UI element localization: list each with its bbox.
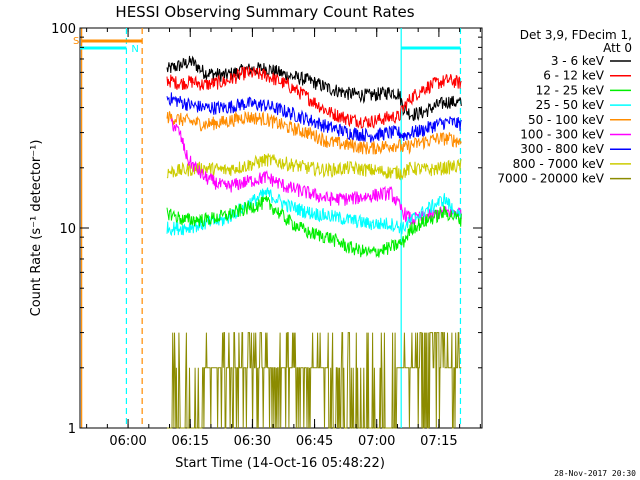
x-tick-label: 07:00: [358, 434, 395, 449]
x-tick-label: 06:30: [234, 434, 271, 449]
x-tick-label: 06:00: [109, 434, 146, 449]
legend-entry-label: 3 - 6 keV: [551, 54, 605, 68]
series-line: [166, 65, 462, 129]
x-tick-label: 06:15: [172, 434, 209, 449]
legend-entry-label: 100 - 300 keV: [520, 128, 604, 142]
series-line: [166, 92, 462, 143]
x-tick-label: 07:15: [420, 434, 457, 449]
footer-date: 28-Nov-2017 20:30: [554, 469, 636, 478]
series-line: [166, 110, 462, 155]
y-tick-label: 10: [59, 222, 76, 237]
x-axis: 06:00 06:15 06:30 06:45 07:00 07:15: [86, 28, 481, 449]
series-line: [166, 153, 462, 181]
series-line: [170, 118, 462, 225]
s-flag-label: S: [73, 36, 79, 47]
legend-entry-label: 50 - 100 keV: [528, 113, 605, 127]
y-tick-label: 1: [68, 422, 76, 437]
y-axis-title: Count Rate (s⁻¹ detector⁻¹): [29, 140, 44, 317]
series-line: [167, 332, 462, 429]
x-axis-title: Start Time (14-Oct-16 05:48:22): [175, 456, 385, 471]
n-flag-label: N: [131, 44, 138, 55]
series-lines: [166, 55, 462, 429]
legend-entry-label: 25 - 50 keV: [536, 98, 605, 112]
plot-area: SN: [73, 27, 483, 429]
y-axis: 1 10 100: [51, 22, 482, 437]
series-line: [166, 195, 462, 258]
series-line: [166, 187, 462, 237]
y-tick-label: 100: [51, 22, 76, 37]
series-line: [166, 55, 462, 122]
legend-entry-label: 7000 - 20000 keV: [497, 172, 604, 186]
chart-title: HESSI Observing Summary Count Rates: [115, 3, 414, 21]
legend-header-line-1: Det 3,9, FDecim 1,: [520, 28, 632, 42]
legend-entry-label: 12 - 25 keV: [536, 83, 605, 97]
legend-entry-label: 300 - 800 keV: [520, 142, 604, 156]
legend-header-line-2: Att 0: [603, 41, 632, 55]
legend-entry-label: 800 - 7000 keV: [513, 157, 605, 171]
flag-bars: SN: [73, 36, 461, 55]
legend-entry-label: 6 - 12 keV: [543, 69, 605, 83]
x-tick-label: 06:45: [296, 434, 333, 449]
